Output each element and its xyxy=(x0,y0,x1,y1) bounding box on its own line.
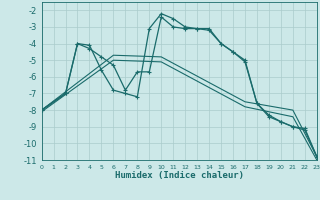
X-axis label: Humidex (Indice chaleur): Humidex (Indice chaleur) xyxy=(115,171,244,180)
